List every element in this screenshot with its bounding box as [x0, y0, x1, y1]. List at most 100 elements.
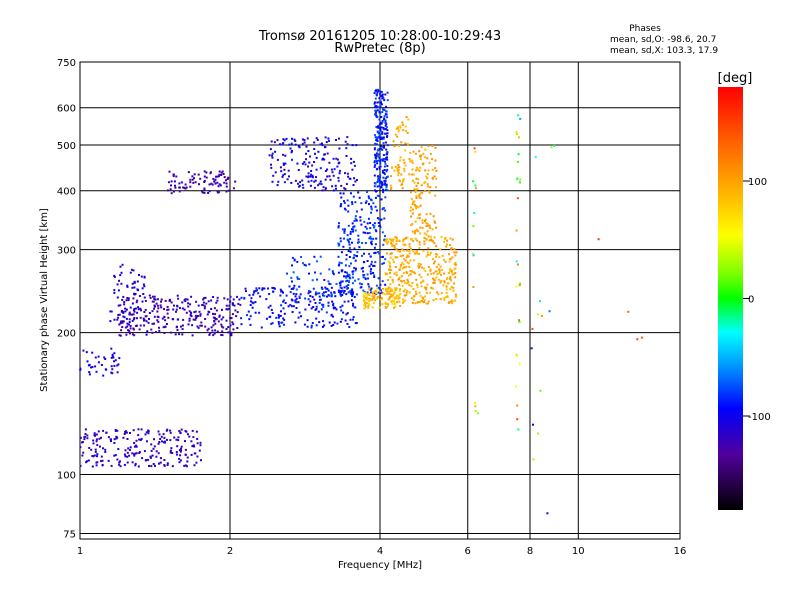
data-point [357, 238, 360, 241]
data-point [404, 243, 407, 246]
data-point [411, 281, 414, 284]
data-point [126, 455, 129, 458]
data-point [301, 143, 304, 146]
data-point [398, 276, 401, 279]
data-point [276, 139, 279, 142]
data-point [346, 199, 349, 202]
data-point [379, 95, 382, 98]
data-point [337, 242, 340, 245]
data-point [627, 310, 630, 313]
data-point [379, 283, 382, 286]
data-point [395, 236, 398, 239]
data-point [124, 430, 127, 433]
data-point [360, 267, 363, 270]
data-point [406, 236, 409, 239]
data-point [438, 271, 441, 274]
data-point [410, 191, 412, 194]
data-point [145, 320, 148, 323]
data-point [425, 255, 428, 258]
data-point [426, 173, 429, 176]
data-point [386, 241, 389, 244]
data-point [378, 97, 381, 100]
data-point [222, 173, 225, 175]
data-point [269, 304, 272, 307]
data-point [246, 314, 248, 317]
data-point [412, 287, 415, 290]
data-point [216, 190, 219, 193]
data-point [368, 287, 371, 290]
data-point [345, 285, 348, 288]
data-point [389, 276, 392, 279]
data-point [381, 184, 384, 187]
data-point [176, 305, 179, 308]
data-point [307, 175, 310, 178]
data-point [280, 310, 282, 313]
data-point [369, 270, 372, 273]
chart-title: Tromsø 20161205 10:28:00-10:29:43 [258, 29, 501, 44]
data-point [430, 238, 433, 241]
data-point [188, 317, 191, 320]
data-point [153, 295, 156, 298]
data-point [392, 306, 395, 309]
data-point [417, 265, 420, 268]
data-point [393, 272, 396, 275]
data-point [395, 248, 398, 251]
data-point [353, 306, 356, 309]
data-point [322, 303, 325, 306]
data-point [339, 286, 342, 289]
data-point [346, 172, 349, 175]
data-point [86, 437, 89, 440]
data-point [128, 318, 131, 321]
data-point [407, 118, 410, 121]
data-point [282, 307, 285, 310]
data-point [375, 237, 378, 240]
data-point [396, 168, 399, 171]
data-point [348, 265, 351, 268]
data-point [348, 256, 351, 258]
data-point [391, 293, 394, 296]
data-point [361, 242, 364, 244]
data-point [180, 449, 182, 452]
data-point [421, 266, 424, 269]
data-point [295, 301, 298, 304]
data-point [417, 262, 420, 265]
data-point [212, 177, 215, 180]
data-point [366, 291, 369, 294]
data-point [409, 270, 412, 272]
data-point [395, 127, 398, 130]
data-point [383, 179, 386, 182]
data-point [404, 125, 407, 128]
data-point [368, 285, 371, 288]
data-point [408, 266, 411, 268]
data-point [93, 432, 96, 435]
data-point [402, 240, 405, 243]
data-point [331, 185, 334, 188]
data-point [279, 288, 282, 291]
data-point [372, 264, 375, 267]
data-point [201, 304, 204, 306]
data-point [326, 287, 329, 290]
data-point [316, 292, 319, 295]
data-point [141, 287, 144, 290]
data-point [401, 248, 404, 251]
data-point [432, 258, 434, 260]
data-point [449, 278, 452, 280]
data-point [415, 293, 418, 296]
data-point [435, 253, 437, 255]
data-point [370, 241, 372, 244]
data-point [84, 435, 87, 438]
data-point [180, 181, 183, 184]
data-point [347, 175, 350, 178]
data-point [166, 464, 169, 466]
data-point [381, 262, 384, 265]
data-point [445, 296, 448, 298]
data-point [263, 287, 266, 290]
data-point [339, 284, 342, 287]
data-point [408, 252, 411, 255]
data-point [445, 288, 448, 291]
data-point [131, 333, 134, 336]
data-point [333, 291, 336, 294]
data-point [235, 315, 238, 318]
data-point [196, 455, 199, 458]
data-point [153, 298, 156, 300]
